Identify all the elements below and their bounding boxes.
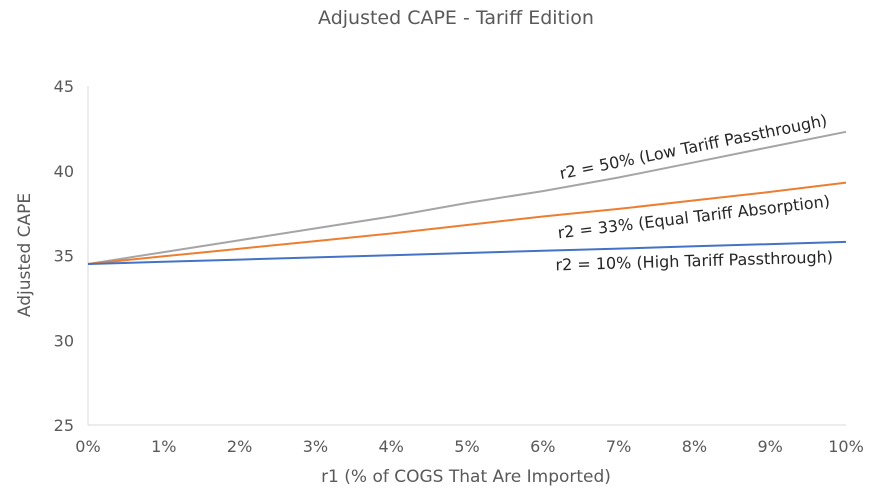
x-tick-label: 3% [303, 437, 328, 456]
x-tick-labels: 0% 1% 2% 3% 4% 5% 6% 7% 8% 9% 10% [75, 437, 863, 456]
y-axis-title: Adjusted CAPE [15, 193, 35, 317]
series-label-2: r2 = 33% (Equal Tariff Absorption) [557, 192, 831, 243]
y-tick-label: 40 [54, 162, 74, 181]
x-tick-label: 6% [530, 437, 555, 456]
series-line-1 [87, 130, 847, 265]
x-tick-label: 2% [227, 437, 252, 456]
x-tick-label: 7% [606, 437, 631, 456]
series-lines [87, 130, 847, 265]
series-label-1: r2 = 50% (Low Tariff Passthrough) [558, 111, 829, 183]
x-tick-label: 4% [379, 437, 404, 456]
series-label-3: r2 = 10% (High Tariff Passthrough) [555, 247, 833, 274]
x-tick-label: 5% [454, 437, 479, 456]
x-tick-label: 9% [758, 437, 783, 456]
y-tick-label: 45 [54, 77, 74, 96]
x-tick-label: 0% [75, 437, 100, 456]
chart-title: Adjusted CAPE - Tariff Edition [318, 7, 594, 29]
series-line-2 [87, 181, 847, 265]
y-tick-labels: 25 30 35 40 45 [54, 77, 74, 435]
axes [87, 86, 846, 426]
x-axis-title: r1 (% of COGS That Are Imported) [321, 467, 611, 487]
x-tick-label: 8% [682, 437, 707, 456]
x-tick-label: 10% [828, 437, 864, 456]
series-line-3 [87, 240, 847, 265]
y-tick-label: 30 [54, 331, 74, 350]
y-tick-label: 35 [54, 247, 74, 266]
x-tick-label: 1% [151, 437, 176, 456]
y-tick-label: 25 [54, 416, 74, 435]
